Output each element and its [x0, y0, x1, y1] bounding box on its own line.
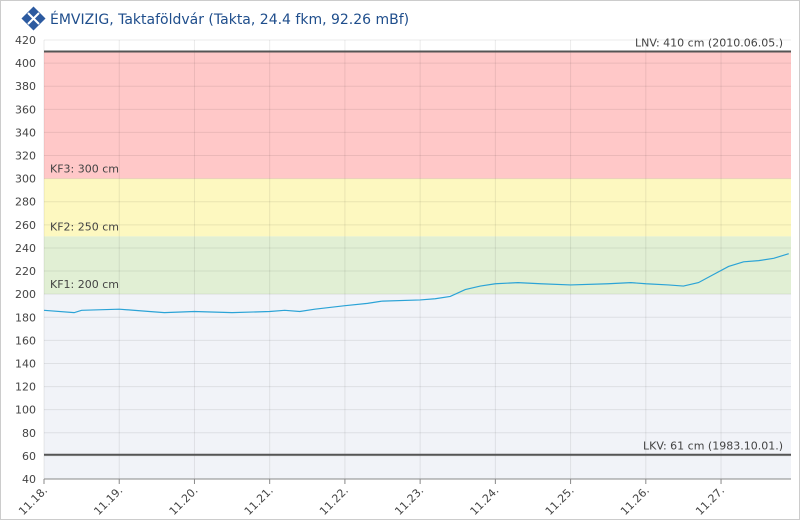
line: [43, 253, 789, 314]
limit-label: LNV: 410 cm (2010.06.05.): [635, 37, 783, 50]
band-label: KF2: 250 cm: [50, 220, 119, 233]
y-tick-label: 260: [15, 219, 36, 232]
y-tick-label: 40: [22, 473, 36, 486]
band-label: KF3: 300 cm: [50, 163, 119, 176]
y-tick-label: 200: [15, 288, 36, 301]
limit-label: LKV: 61 cm (1983.10.01.): [643, 440, 783, 453]
band: [44, 294, 791, 479]
y-tick-label: 160: [15, 334, 36, 347]
y-tick-label: 300: [15, 173, 36, 186]
y-tick-label: 320: [15, 150, 36, 163]
y-tick-label: 80: [22, 427, 36, 440]
y-tick-label: 400: [15, 57, 36, 70]
y-tick-label: 280: [15, 196, 36, 209]
band-label: KF1: 200 cm: [50, 278, 119, 291]
y-tick-label: 420: [15, 34, 36, 47]
chart-title: ÉMVIZIG, Taktaföldvár (Takta, 24.4 fkm, …: [50, 11, 409, 28]
y-tick-label: 240: [15, 242, 36, 255]
y-tick-label: 220: [15, 265, 36, 278]
band: [44, 51, 791, 179]
y-tick-label: 360: [15, 103, 36, 116]
y-tick-label: 120: [15, 381, 36, 394]
y-tick-label: 100: [15, 404, 36, 417]
y-tick-label: 60: [22, 450, 36, 463]
y-tick-label: 380: [15, 80, 36, 93]
y-tick-label: 140: [15, 357, 36, 370]
y-tick-label: 180: [15, 311, 36, 324]
y-tick-label: 340: [15, 126, 36, 139]
band: [44, 178, 791, 237]
